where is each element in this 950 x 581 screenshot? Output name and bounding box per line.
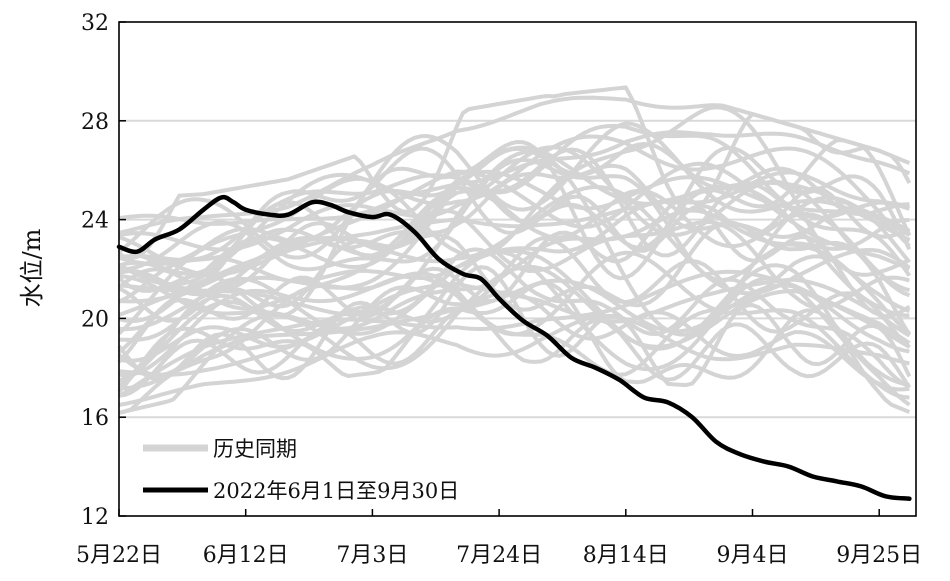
historical-line — [118, 123, 911, 262]
historical-line — [117, 134, 911, 287]
y-tick-label: 32 — [81, 11, 109, 36]
historical-line — [117, 197, 911, 364]
plot-frame — [118, 21, 917, 517]
historical-line — [118, 264, 911, 415]
legend-current-label: 2022年6月1日至9月30日 — [213, 479, 459, 503]
historical-line — [117, 138, 912, 318]
x-tick-label: 7月3日 — [336, 543, 408, 568]
y-tick-label: 28 — [81, 110, 109, 135]
x-tick-label: 5月22日 — [76, 543, 162, 568]
y-tick-label: 24 — [81, 209, 109, 234]
historical-line — [118, 145, 910, 293]
x-tick-label: 9月4日 — [717, 543, 789, 568]
historical-line — [118, 248, 911, 414]
axis-ticks: 12 16 20 24 28 32 5月22日 6月12日 7月3日 7月24日 8月14日 9月4日… — [76, 11, 922, 568]
legend-historical-label: 历史同期 — [213, 437, 297, 461]
historical-line — [117, 121, 911, 260]
historical-line — [118, 307, 912, 398]
historical-line — [117, 280, 910, 394]
historical-line — [117, 85, 912, 261]
y-axis-label: 水位/m — [18, 228, 46, 307]
historical-line — [118, 163, 911, 304]
historical-line — [117, 236, 911, 377]
y-tick-label: 20 — [81, 307, 109, 332]
x-tick-label: 9月25日 — [836, 543, 922, 568]
x-tick-label: 8月14日 — [583, 543, 669, 568]
historical-line — [118, 290, 910, 392]
historical-series-group — [117, 85, 912, 415]
y-tick-label: 16 — [81, 406, 109, 431]
historical-line — [118, 184, 911, 304]
x-tick-label: 6月12日 — [203, 543, 289, 568]
legend: 历史同期 2022年6月1日至9月30日 — [143, 437, 459, 503]
y-tick-label: 12 — [81, 505, 109, 530]
x-tick-label: 7月24日 — [456, 543, 542, 568]
historical-line — [118, 161, 911, 277]
historical-line — [118, 130, 911, 226]
historical-line — [118, 179, 911, 323]
historical-line — [118, 254, 911, 415]
current-series-line — [116, 194, 912, 501]
